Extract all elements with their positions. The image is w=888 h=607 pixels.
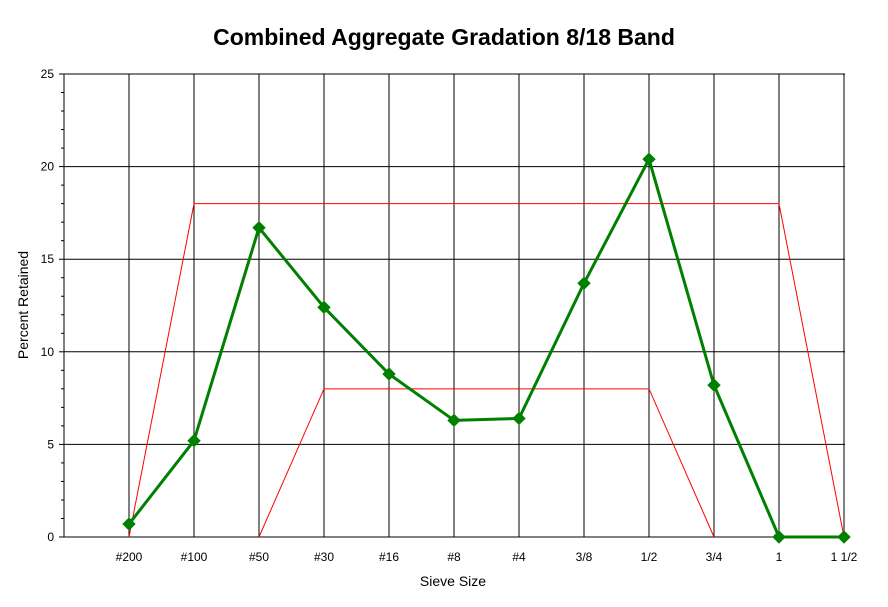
gradation-point [382,367,396,381]
y-tick-label: 15 [41,252,55,266]
lower-band-line [258,388,715,538]
x-tick-label: 3/8 [576,550,593,564]
x-tick-label: #30 [314,550,334,564]
y-tick-label: 20 [41,160,55,174]
gradation-point [512,411,526,426]
y-axis-title: Percent Retained [15,251,31,359]
gradation-point [122,517,136,531]
series-layer [122,152,851,544]
x-tick-label: 1/2 [641,550,658,564]
x-tick-label: 1 1/2 [831,550,858,564]
upper-band-line [128,203,845,538]
gradation-point [252,221,266,235]
x-tick-label: 1 [776,550,783,564]
x-tick-label: #8 [447,550,461,564]
axis-layer [59,73,845,538]
x-tick-label: #4 [512,550,526,564]
gradation-point [772,530,786,544]
gradation-point [577,276,591,290]
gradation-point [187,433,201,448]
gradation-point [837,530,851,544]
x-tick-label: #100 [181,550,208,564]
x-tick-label: 3/4 [706,550,723,564]
chart-title: Combined Aggregate Gradation 8/18 Band [213,24,675,50]
x-tick-label: #16 [379,550,399,564]
y-tick-label: 0 [47,530,54,544]
gradation-point [317,300,331,315]
y-tick-label: 5 [47,437,54,451]
y-tick-label: 25 [41,67,55,81]
gradation-point [642,152,656,166]
label-layer: 0 5 10 15 20 25 #200 #100 #50 #30 #16 #8 #4 3/8 1/2 3/4… [41,67,858,564]
x-tick-label: #200 [116,550,143,564]
gradation-point [707,378,721,392]
gradation-point [447,413,461,428]
x-tick-label: #50 [249,550,269,564]
y-tick-label: 10 [41,345,55,359]
gradation-line [127,157,844,539]
grid-layer [64,73,845,538]
x-axis-title: Sieve Size [420,573,486,589]
